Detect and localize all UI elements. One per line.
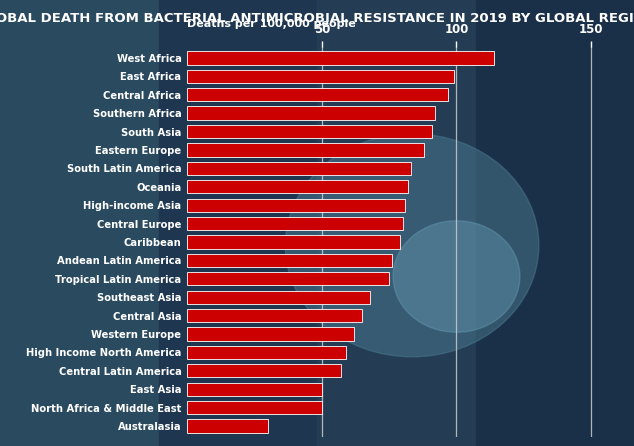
Bar (476, 0, 634, 446)
Bar (187, 419, 268, 433)
Bar (187, 70, 454, 83)
Bar (187, 401, 322, 414)
Bar (187, 180, 408, 194)
Bar (0, 0, 158, 446)
Bar (187, 198, 405, 212)
Bar (187, 364, 340, 377)
Text: GLOBAL DEATH FROM BACTERIAL ANTIMICROBIAL RESISTANCE IN 2019 BY GLOBAL REGION: GLOBAL DEATH FROM BACTERIAL ANTIMICROBIA… (0, 12, 634, 25)
Bar (187, 254, 392, 267)
Bar (187, 107, 435, 120)
Ellipse shape (393, 221, 520, 332)
Text: Deaths per 100,000 people: Deaths per 100,000 people (187, 19, 356, 29)
Bar (187, 309, 362, 322)
Bar (187, 383, 322, 396)
Bar (317, 0, 476, 446)
Ellipse shape (285, 134, 539, 357)
Bar (187, 290, 370, 304)
Bar (187, 51, 495, 65)
Bar (187, 162, 411, 175)
Bar (158, 0, 317, 446)
Bar (187, 217, 403, 230)
Bar (187, 327, 354, 341)
Bar (187, 143, 424, 157)
Bar (187, 125, 432, 138)
Bar (187, 346, 346, 359)
Bar (187, 235, 400, 248)
Bar (187, 272, 389, 285)
Bar (187, 88, 448, 101)
